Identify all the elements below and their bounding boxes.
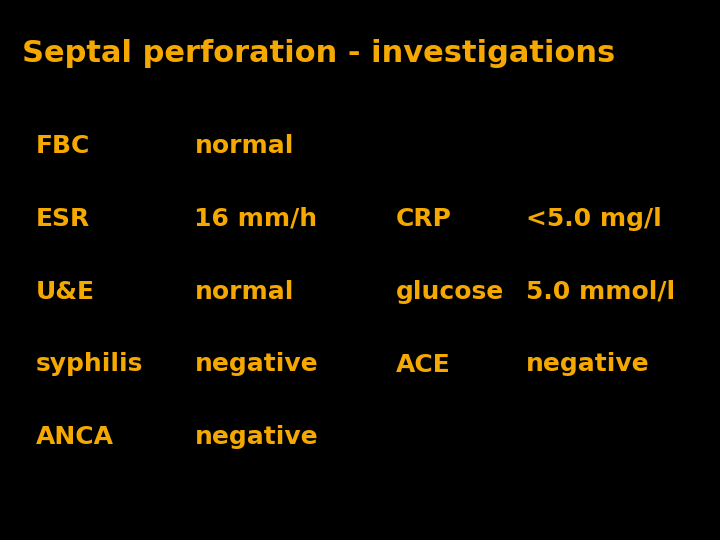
Text: <5.0 mg/l: <5.0 mg/l <box>526 207 662 231</box>
Text: syphilis: syphilis <box>36 353 143 376</box>
Text: 5.0 mmol/l: 5.0 mmol/l <box>526 280 675 303</box>
Text: CRP: CRP <box>396 207 452 231</box>
Text: negative: negative <box>526 353 649 376</box>
Text: ANCA: ANCA <box>36 426 114 449</box>
Text: normal: normal <box>194 134 294 158</box>
Text: Septal perforation - investigations: Septal perforation - investigations <box>22 39 615 69</box>
Text: ESR: ESR <box>36 207 90 231</box>
Text: ACE: ACE <box>396 353 451 376</box>
Text: FBC: FBC <box>36 134 91 158</box>
Text: normal: normal <box>194 280 294 303</box>
Text: glucose: glucose <box>396 280 504 303</box>
Text: negative: negative <box>194 353 318 376</box>
Text: negative: negative <box>194 426 318 449</box>
Text: 16 mm/h: 16 mm/h <box>194 207 318 231</box>
Text: U&E: U&E <box>36 280 95 303</box>
